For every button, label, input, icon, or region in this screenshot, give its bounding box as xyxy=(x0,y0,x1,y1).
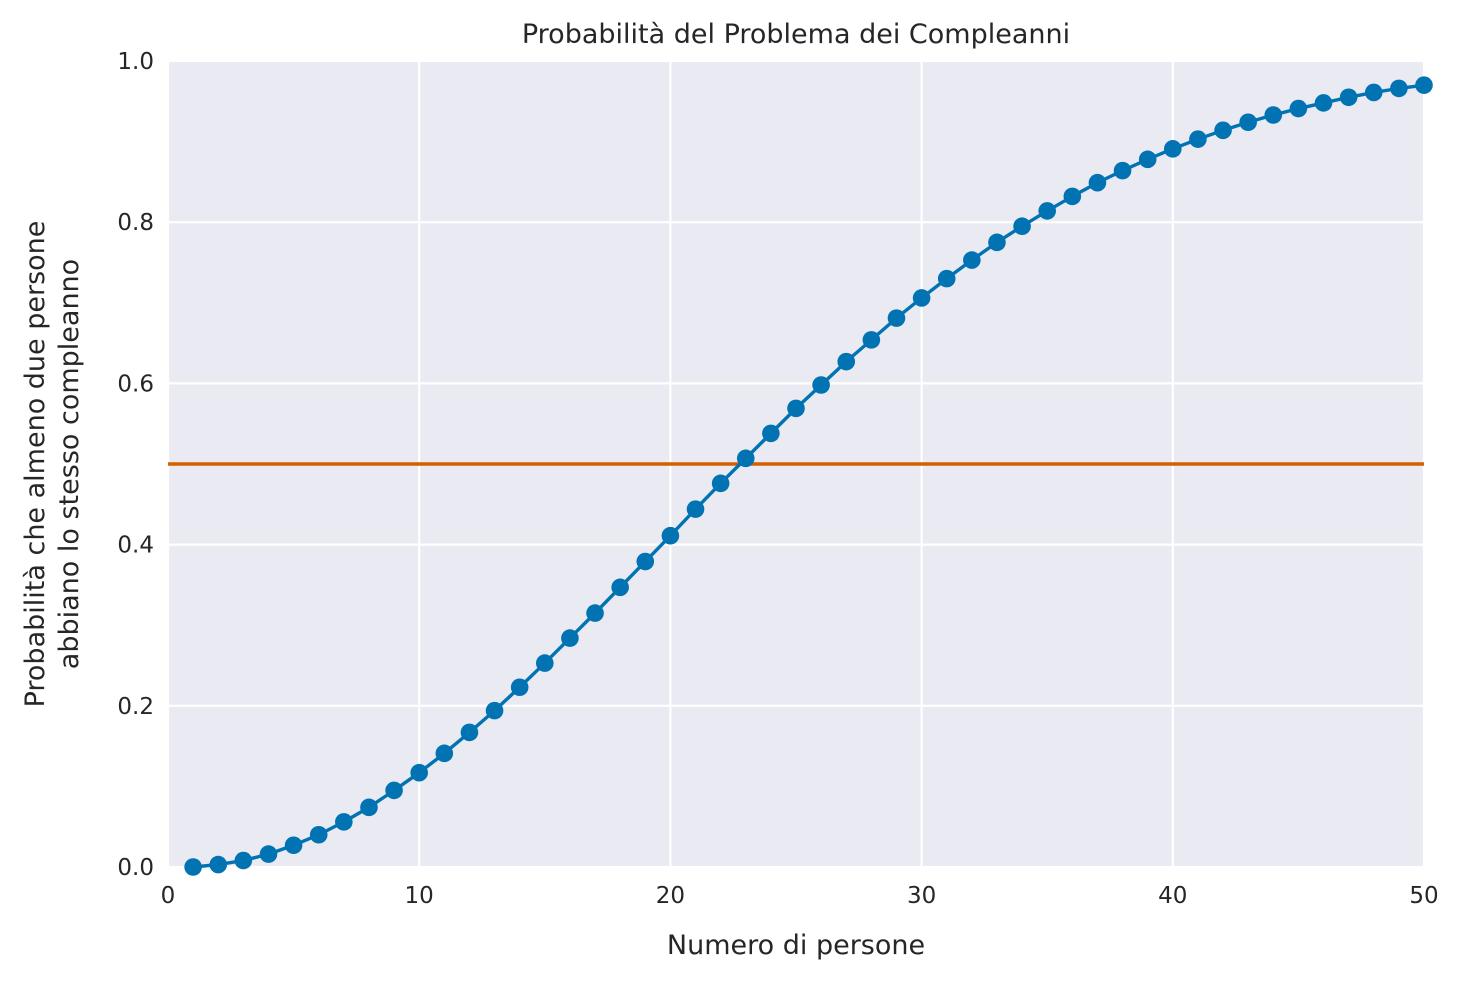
data-point xyxy=(309,825,328,844)
data-point xyxy=(1214,121,1232,140)
data-point xyxy=(209,855,228,874)
data-point xyxy=(561,629,579,647)
data-point xyxy=(536,654,554,672)
tick-labels: 0 10 20 30 40 50 0.0 0.2 0.4 0.6 0.8 1.0 xyxy=(117,49,1438,909)
x-axis-label: Numero di persone xyxy=(667,930,925,961)
data-point xyxy=(1264,106,1283,124)
data-point xyxy=(360,798,378,817)
data-point xyxy=(963,251,981,269)
data-point xyxy=(1088,173,1107,192)
y-tick-label: 0.8 xyxy=(117,210,154,236)
data-point xyxy=(510,678,529,697)
data-point xyxy=(234,851,253,870)
data-point xyxy=(435,744,454,763)
series-layer xyxy=(184,76,1433,876)
data-point xyxy=(586,604,604,622)
data-point xyxy=(862,331,881,349)
data-point xyxy=(887,309,906,327)
data-point xyxy=(410,763,429,782)
x-tick-label: 20 xyxy=(656,883,685,909)
data-point xyxy=(335,813,353,831)
data-point xyxy=(385,781,403,800)
chart-title: Probabilità del Problema dei Compleanni xyxy=(522,19,1070,50)
data-point xyxy=(837,352,856,371)
y-tick-label: 1.0 xyxy=(117,49,154,75)
y-tick-label: 0.6 xyxy=(117,371,154,397)
data-point xyxy=(1113,161,1132,180)
data-point xyxy=(1013,217,1031,236)
y-tick-label: 0.0 xyxy=(117,855,154,881)
data-point xyxy=(912,289,931,307)
data-point xyxy=(1314,94,1333,112)
data-point xyxy=(1063,187,1082,206)
data-point xyxy=(812,376,830,394)
y-tick-label: 0.4 xyxy=(117,533,154,559)
data-point xyxy=(485,701,504,720)
data-point xyxy=(636,552,655,571)
y-axis-label-line-2: abbiano lo stesso compleanno xyxy=(54,259,85,669)
x-tick-label: 30 xyxy=(907,883,936,909)
data-point xyxy=(787,399,805,418)
data-point xyxy=(1189,130,1207,148)
data-point xyxy=(711,474,730,493)
data-point xyxy=(1415,76,1433,94)
data-point xyxy=(1289,99,1308,118)
data-point xyxy=(1239,113,1257,132)
data-point xyxy=(1390,79,1408,98)
x-tick-label: 10 xyxy=(405,883,434,909)
data-point xyxy=(1038,202,1056,220)
data-point xyxy=(988,233,1006,252)
y-axis-label-line-1: Probabilità che almeno due persone xyxy=(20,221,51,708)
data-point xyxy=(611,578,629,597)
data-point xyxy=(736,449,755,468)
data-point xyxy=(184,858,202,876)
x-tick-label: 40 xyxy=(1158,883,1187,909)
data-point xyxy=(259,845,278,863)
data-point xyxy=(284,836,303,855)
data-point xyxy=(1364,83,1383,102)
x-tick-label: 0 xyxy=(161,883,176,909)
data-point xyxy=(762,424,780,443)
x-tick-label: 50 xyxy=(1409,883,1438,909)
data-point xyxy=(1164,140,1182,158)
data-point xyxy=(1339,88,1358,107)
y-tick-label: 0.2 xyxy=(117,694,154,720)
data-point xyxy=(661,526,680,545)
data-point xyxy=(460,723,479,742)
data-point xyxy=(937,269,956,288)
data-point xyxy=(1138,150,1157,169)
data-point xyxy=(686,500,705,518)
